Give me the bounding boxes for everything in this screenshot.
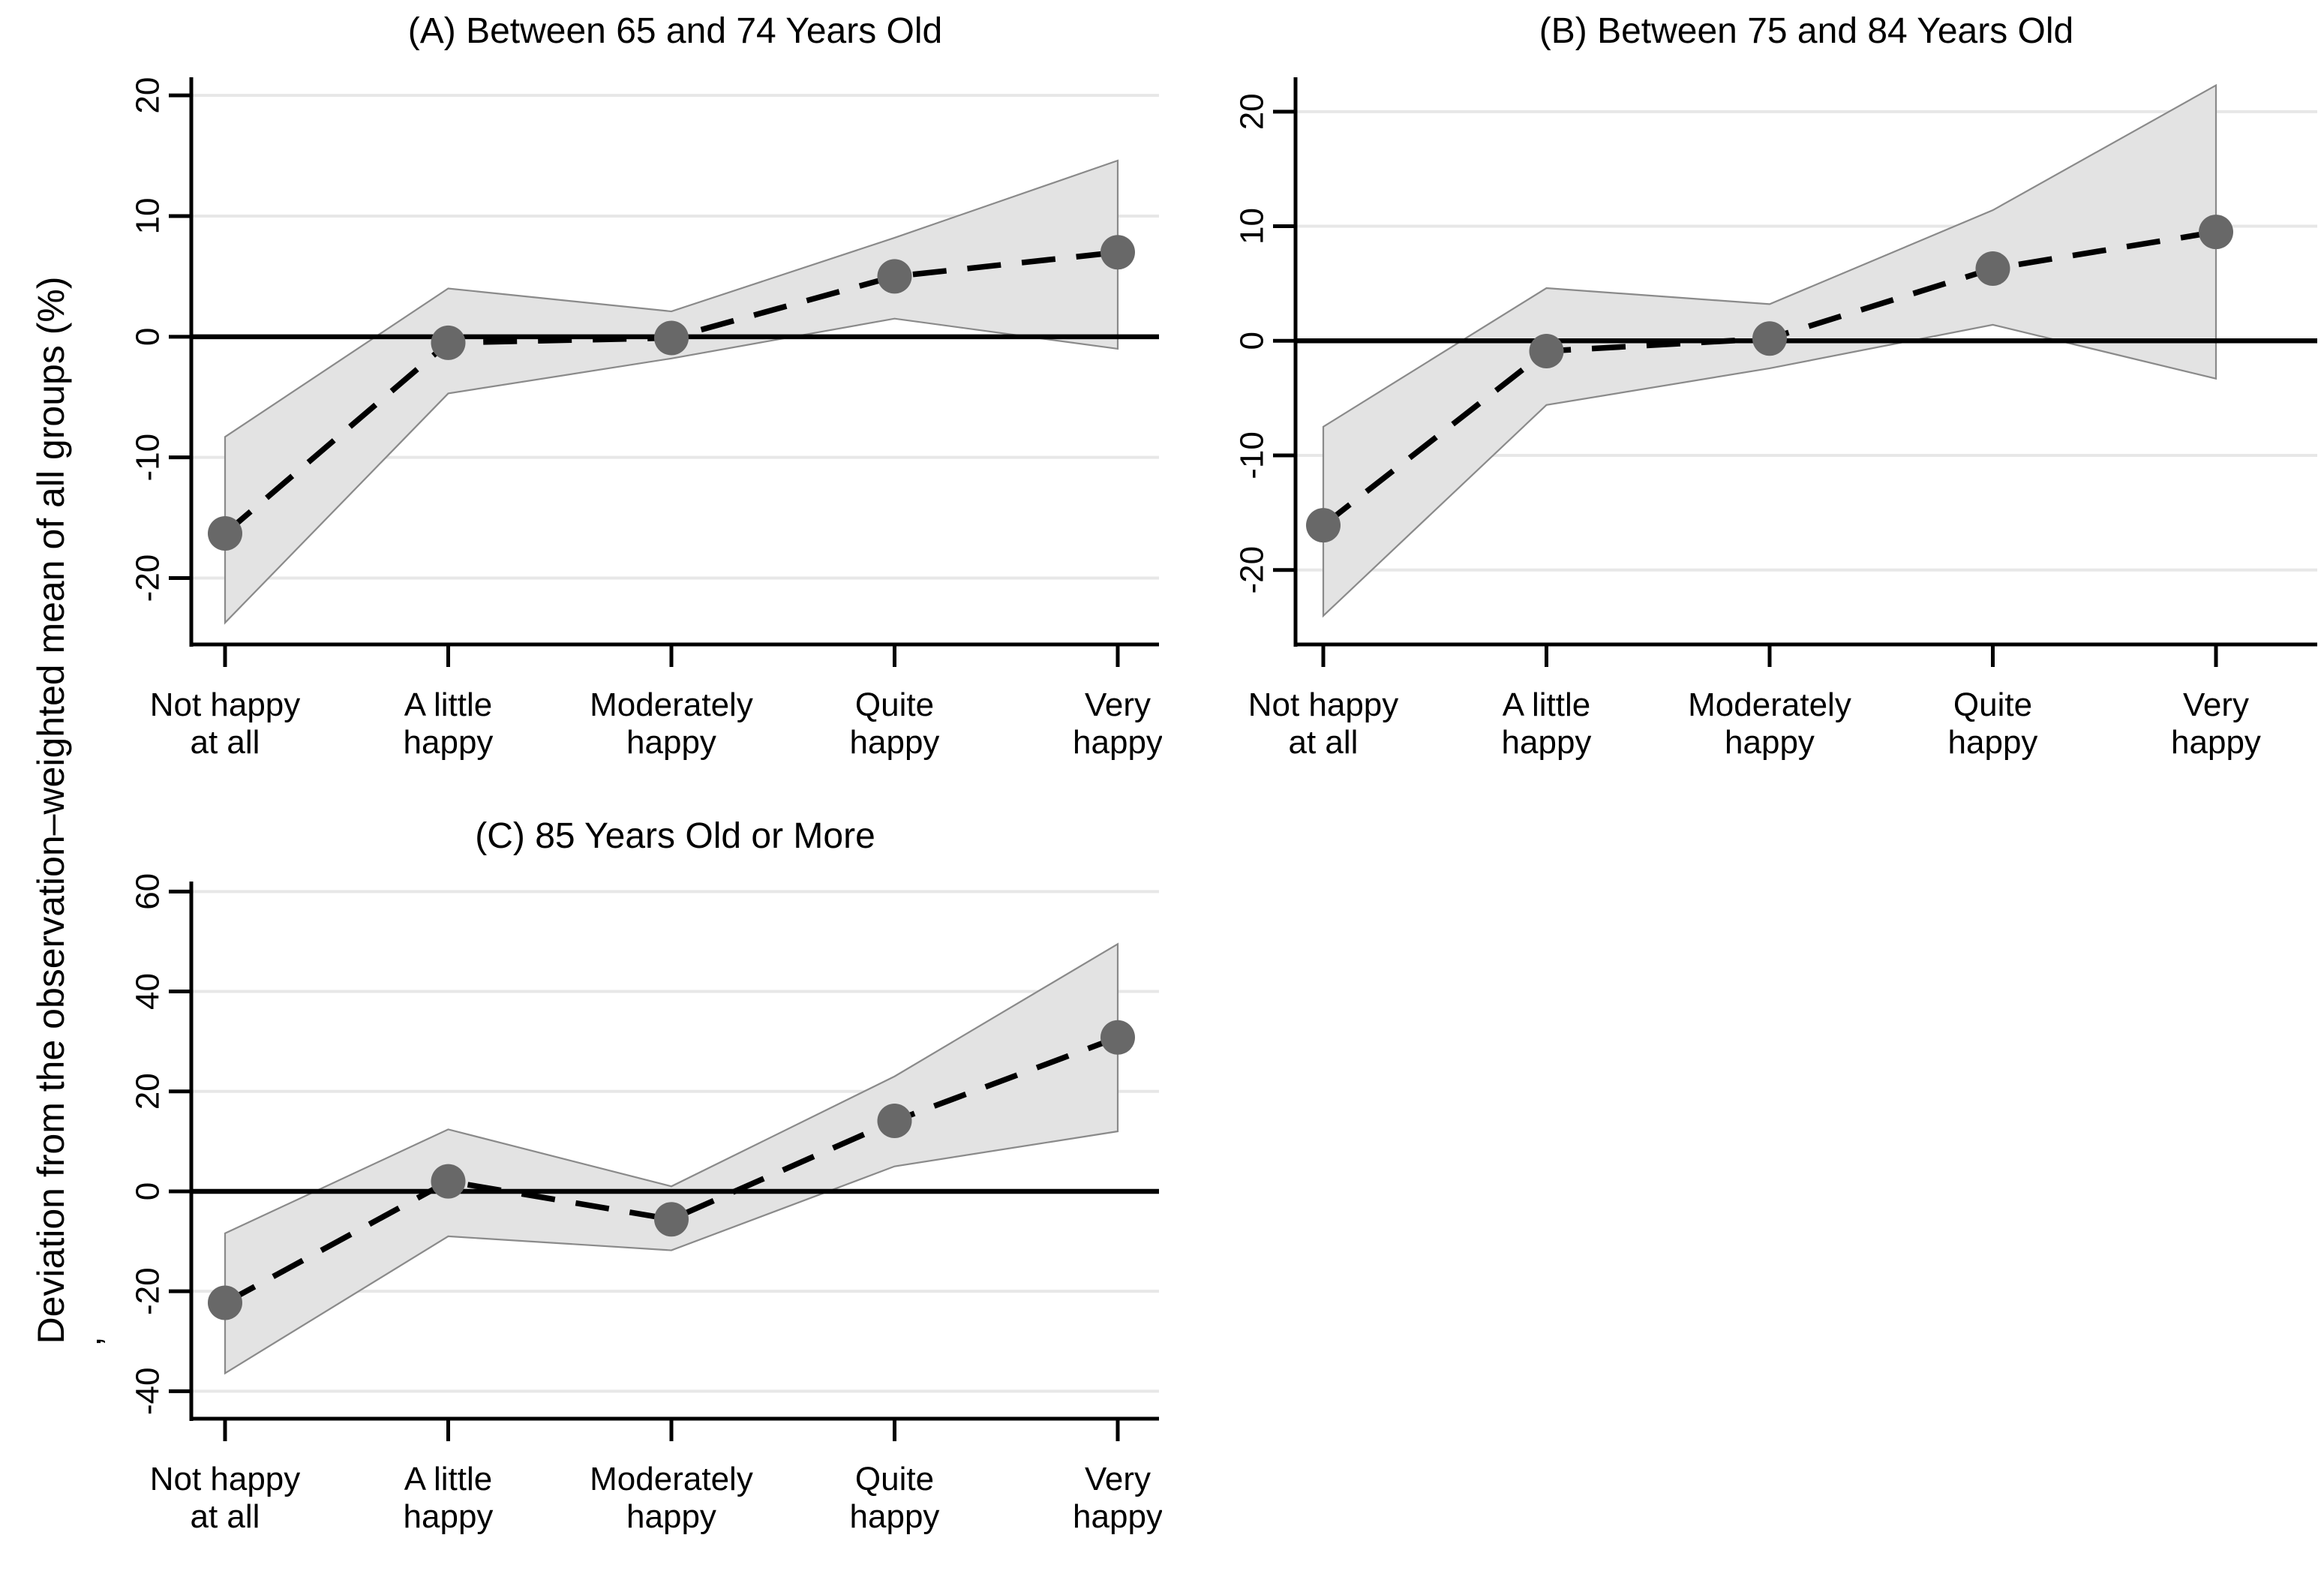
y-tick-label: -40 [130,1368,167,1416]
x-tick-label: A little happy [1502,686,1592,761]
data-point [877,1104,912,1139]
y-tick-label: 0 [130,1182,167,1200]
y-tick-label: 20 [1234,93,1271,130]
panel-b-chart: -20 -10 0 10 20 Not happy at all A little happy M… [1234,77,2317,761]
confidence-band [224,942,1119,1375]
data-point [654,320,689,356]
x-tick-label: Moderately happy [590,1461,753,1535]
y-tick-label: -10 [1234,431,1271,479]
x-tick-label: Very happy [1073,686,1162,761]
panel-b-title: (B) Between 75 and 84 Years Old [1539,11,2074,51]
data-point [208,516,242,551]
x-tick-label: Quite happy [850,1461,940,1535]
panel-a-chart: -20 -10 0 10 20 Not happy at all A little happy M… [130,77,1163,761]
y-tick-label: 10 [130,198,167,235]
panel-c: -40 -20 0 20 40 60 Not happy at all A little happ… [0,794,1163,1589]
y-tick-label: -20 [1234,546,1271,594]
data-point [654,1202,689,1237]
data-point [208,1285,242,1320]
x-tick-label: Very happy [1073,1461,1162,1535]
panel-a-title: (A) Between 65 and 74 Years Old [407,11,943,51]
panel-c-title: (C) 85 Years Old or More [475,816,875,856]
data-point [877,259,912,294]
data-point [1975,251,2010,287]
x-tick-label: A little happy [404,1461,494,1535]
x-tick-label: Not happy at all [150,1461,301,1535]
y-tick-label: -10 [130,434,167,482]
data-point [1306,508,1341,543]
data-point [1752,321,1787,356]
data-point [1529,334,1564,369]
data-point [1100,235,1135,270]
y-tick-label: 0 [1234,332,1271,350]
y-tick-label: 20 [130,77,167,114]
x-tick-label: Not happy at all [150,686,301,761]
data-point [431,1164,466,1199]
panel-b: -20 -10 0 10 20 Not happy at all A little happy M… [1162,0,2324,794]
confidence-band [224,159,1119,625]
data-point [1100,1020,1135,1055]
y-tick-label: 20 [130,1073,167,1110]
x-tick-label: Moderately happy [1688,686,1851,761]
data-point [2199,215,2233,250]
y-tick-label: -20 [130,1267,167,1315]
x-tick-label: Not happy at all [1248,686,1399,761]
y-tick-label: -20 [130,554,167,602]
x-tick-label: Quite happy [850,686,940,761]
data-point [431,325,466,360]
y-tick-label: 60 [130,873,167,910]
x-tick-label: Very happy [2171,686,2261,761]
panel-c-chart: -40 -20 0 20 40 60 Not happy at all A little happ… [130,873,1163,1535]
deviation-line [224,1035,1119,1305]
y-tick-label: 0 [130,328,167,346]
y-tick-label: 10 [1234,208,1271,245]
x-tick-label: A little happy [404,686,494,761]
x-tick-label: Moderately happy [590,686,753,761]
panel-a: -20 -10 0 10 20 Not happy at all A little happy M… [0,0,1163,794]
y-tick-label: 40 [130,973,167,1010]
x-tick-label: Quite happy [1948,686,2038,761]
